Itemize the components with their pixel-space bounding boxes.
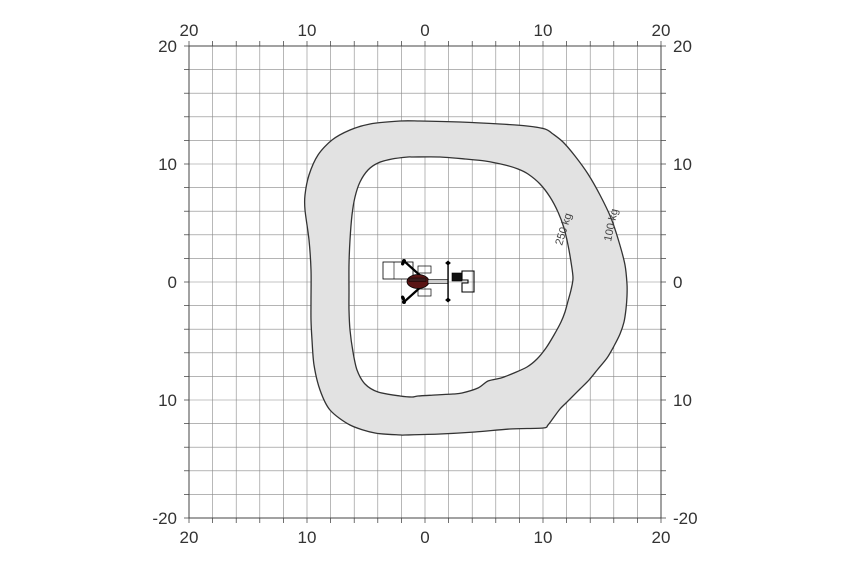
svg-text:20: 20 — [180, 528, 199, 547]
svg-text:20: 20 — [652, 21, 671, 40]
svg-text:10: 10 — [673, 155, 692, 174]
svg-text:10: 10 — [673, 391, 692, 410]
svg-text:20: 20 — [673, 37, 692, 56]
svg-text:0: 0 — [168, 273, 177, 292]
svg-text:10: 10 — [298, 528, 317, 547]
svg-text:0: 0 — [673, 273, 682, 292]
svg-text:10: 10 — [158, 155, 177, 174]
svg-text:10: 10 — [534, 21, 553, 40]
svg-text:20: 20 — [652, 528, 671, 547]
svg-text:20: 20 — [158, 37, 177, 56]
svg-text:-20: -20 — [673, 509, 698, 528]
svg-text:10: 10 — [298, 21, 317, 40]
svg-text:0: 0 — [420, 528, 429, 547]
svg-text:0: 0 — [420, 21, 429, 40]
svg-text:20: 20 — [180, 21, 199, 40]
svg-text:10: 10 — [158, 391, 177, 410]
svg-text:10: 10 — [534, 528, 553, 547]
svg-text:-20: -20 — [152, 509, 177, 528]
